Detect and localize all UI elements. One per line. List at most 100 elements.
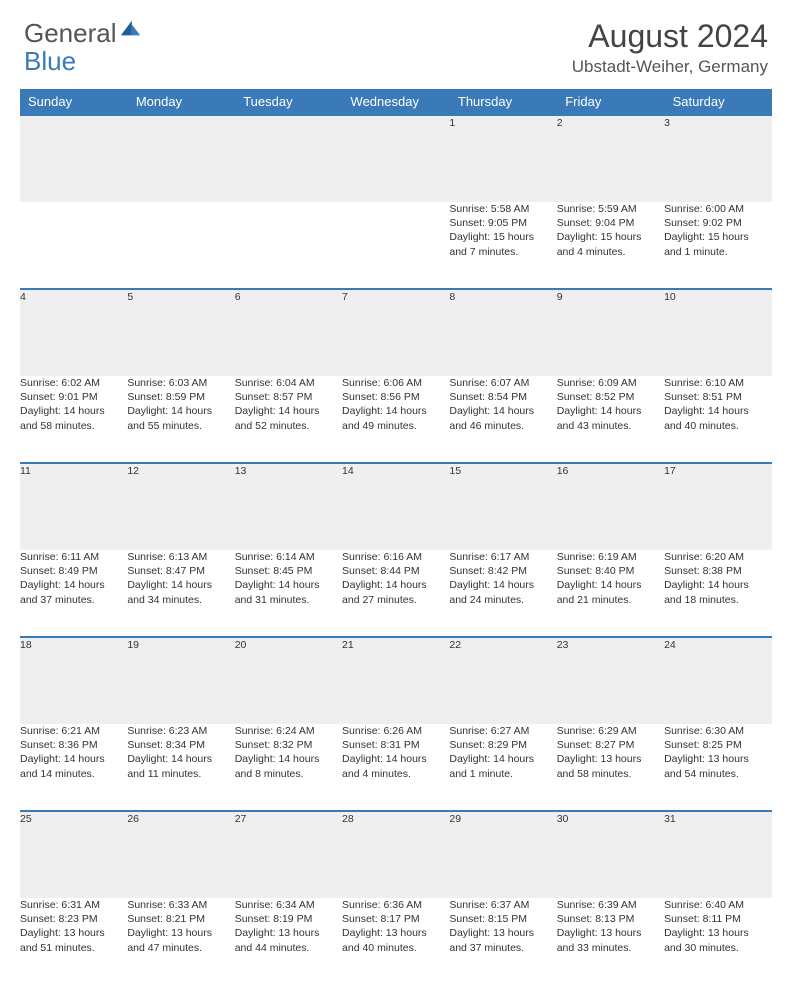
day-data-cell: Sunrise: 6:11 AMSunset: 8:49 PMDaylight:… [20,550,127,637]
day-info-line: Sunrise: 6:00 AM [664,202,771,216]
day-info-line: Sunrise: 6:27 AM [449,724,556,738]
day-info-line: Sunrise: 6:31 AM [20,898,127,912]
header: General August 2024 Ubstadt-Weiher, Germ… [0,0,792,83]
day-info-line: Daylight: 14 hours [449,578,556,592]
day-info-line: Sunset: 8:57 PM [235,390,342,404]
day-info-line: Sunrise: 6:26 AM [342,724,449,738]
day-data-cell: Sunrise: 6:17 AMSunset: 8:42 PMDaylight:… [449,550,556,637]
day-number-cell: 23 [557,637,664,724]
day-info-line: Sunrise: 6:30 AM [664,724,771,738]
day-info-line: Sunset: 8:32 PM [235,738,342,752]
day-info-line: Sunrise: 6:04 AM [235,376,342,390]
day-data-cell: Sunrise: 6:03 AMSunset: 8:59 PMDaylight:… [127,376,234,463]
day-info-line: Sunrise: 6:21 AM [20,724,127,738]
day-info-line: Sunset: 8:19 PM [235,912,342,926]
day-data-cell: Sunrise: 6:26 AMSunset: 8:31 PMDaylight:… [342,724,449,811]
day-number-cell [20,115,127,202]
day-number-row: 123 [20,115,772,202]
day-data-cell: Sunrise: 6:37 AMSunset: 8:15 PMDaylight:… [449,898,556,985]
day-info-line: Daylight: 14 hours [127,752,234,766]
day-info-line: and 4 minutes. [342,767,449,781]
day-data-cell: Sunrise: 6:13 AMSunset: 8:47 PMDaylight:… [127,550,234,637]
day-info-line: Sunrise: 6:11 AM [20,550,127,564]
day-info-line: Daylight: 13 hours [449,926,556,940]
day-info-line: Daylight: 14 hours [664,578,771,592]
weekday-header: Sunday [20,89,127,115]
day-info-line: Sunset: 8:13 PM [557,912,664,926]
day-info-line: Sunset: 8:45 PM [235,564,342,578]
day-info-line: Sunset: 8:42 PM [449,564,556,578]
day-info-line: and 7 minutes. [449,245,556,259]
day-info-line: Sunset: 9:01 PM [20,390,127,404]
day-data-cell: Sunrise: 6:00 AMSunset: 9:02 PMDaylight:… [664,202,771,289]
month-title: August 2024 [572,18,768,55]
day-info-line: Daylight: 14 hours [342,404,449,418]
day-number-cell: 21 [342,637,449,724]
day-info-line: Daylight: 14 hours [235,404,342,418]
day-info-line: Sunrise: 5:58 AM [449,202,556,216]
day-info-line: and 27 minutes. [342,593,449,607]
day-number-cell: 13 [235,463,342,550]
day-number-cell [235,115,342,202]
day-number-cell: 24 [664,637,771,724]
day-number-cell: 14 [342,463,449,550]
weekday-header-row: SundayMondayTuesdayWednesdayThursdayFrid… [20,89,772,115]
day-info-line: Sunrise: 6:10 AM [664,376,771,390]
day-data-cell: Sunrise: 6:39 AMSunset: 8:13 PMDaylight:… [557,898,664,985]
weekday-header: Saturday [664,89,771,115]
weekday-header: Wednesday [342,89,449,115]
day-info-line: Sunset: 8:49 PM [20,564,127,578]
day-info-line: Sunrise: 6:17 AM [449,550,556,564]
day-data-cell: Sunrise: 6:06 AMSunset: 8:56 PMDaylight:… [342,376,449,463]
day-info-line: Sunset: 8:34 PM [127,738,234,752]
day-data-cell: Sunrise: 6:24 AMSunset: 8:32 PMDaylight:… [235,724,342,811]
day-info-line: Sunset: 9:05 PM [449,216,556,230]
day-data-row: Sunrise: 6:11 AMSunset: 8:49 PMDaylight:… [20,550,772,637]
day-number-cell: 11 [20,463,127,550]
day-info-line: and 11 minutes. [127,767,234,781]
day-number-cell: 27 [235,811,342,898]
day-info-line: Daylight: 14 hours [664,404,771,418]
day-info-line: Sunset: 8:27 PM [557,738,664,752]
day-number-cell: 16 [557,463,664,550]
day-number-cell: 17 [664,463,771,550]
day-info-line: and 31 minutes. [235,593,342,607]
day-data-row: Sunrise: 6:02 AMSunset: 9:01 PM Daylight:… [20,376,772,463]
day-data-cell: Sunrise: 6:40 AMSunset: 8:11 PMDaylight:… [664,898,771,985]
day-number-row: 18192021222324 [20,637,772,724]
day-info-line: Sunrise: 6:02 AM [20,376,127,390]
day-number-row: 11121314151617 [20,463,772,550]
weekday-header: Friday [557,89,664,115]
day-info-line: Sunrise: 6:14 AM [235,550,342,564]
day-info-line: and 58 minutes. [20,419,127,433]
day-number-cell: 31 [664,811,771,898]
day-info-line: Sunset: 8:54 PM [449,390,556,404]
day-info-line: Daylight: 14 hours [235,578,342,592]
calendar-table: SundayMondayTuesdayWednesdayThursdayFrid… [20,89,772,985]
day-number-cell: 25 [20,811,127,898]
day-info-line: and 21 minutes. [557,593,664,607]
day-data-row: Sunrise: 6:31 AMSunset: 8:23 PMDaylight:… [20,898,772,985]
day-info-line: Daylight: 15 hours [557,230,664,244]
day-info-line: Sunrise: 6:19 AM [557,550,664,564]
day-info-line: Daylight: 13 hours [127,926,234,940]
day-data-cell: Sunrise: 6:30 AMSunset: 8:25 PMDaylight:… [664,724,771,811]
day-number-cell: 18 [20,637,127,724]
day-info-line: and 30 minutes. [664,941,771,955]
day-info-line: and 40 minutes. [664,419,771,433]
day-info-line: Daylight: 13 hours [342,926,449,940]
day-info-line: and 44 minutes. [235,941,342,955]
day-info-line: Sunrise: 6:29 AM [557,724,664,738]
day-info-line: and 54 minutes. [664,767,771,781]
day-info-line: Daylight: 13 hours [664,926,771,940]
day-info-line: Sunrise: 6:34 AM [235,898,342,912]
day-info-line: and 52 minutes. [235,419,342,433]
day-number-cell [127,115,234,202]
day-info-line: Sunset: 8:36 PM [20,738,127,752]
day-number-cell: 1 [449,115,556,202]
day-number-cell: 9 [557,289,664,376]
day-data-cell: Sunrise: 6:04 AMSunset: 8:57 PMDaylight:… [235,376,342,463]
day-info-line: Sunrise: 6:20 AM [664,550,771,564]
day-info-line: Daylight: 14 hours [20,578,127,592]
day-data-cell: Sunrise: 6:33 AMSunset: 8:21 PMDaylight:… [127,898,234,985]
